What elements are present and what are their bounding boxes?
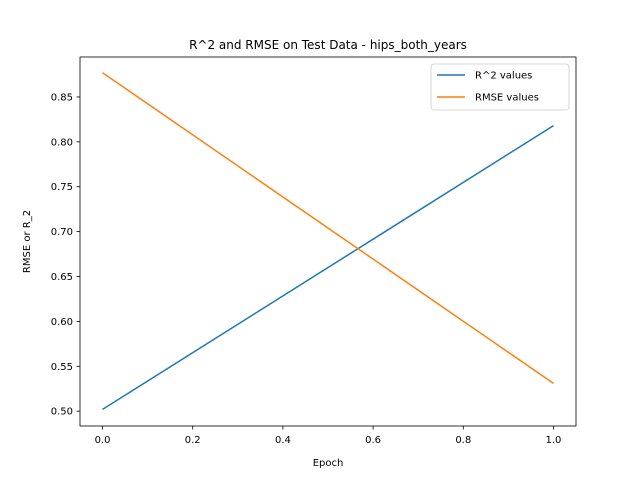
series-line-rmse: [102, 72, 554, 384]
chart-title: R^2 and RMSE on Test Data - hips_both_ye…: [189, 38, 467, 52]
y-tick-label: 0.50: [51, 407, 73, 418]
x-tick-label: 0.6: [365, 435, 381, 446]
x-tick-label: 1.0: [546, 435, 562, 446]
y-tick-label: 0.60: [51, 317, 73, 328]
x-tick-label: 0.0: [95, 435, 111, 446]
y-tick-label: 0.75: [51, 182, 73, 193]
legend-label: R^2 values: [475, 71, 532, 82]
y-axis-label: RMSE or R_2: [22, 210, 33, 273]
y-tick-label: 0.80: [51, 137, 73, 148]
y-tick-label: 0.65: [51, 272, 73, 283]
series-line-r2: [102, 125, 554, 411]
legend: R^2 values RMSE values: [430, 63, 570, 111]
x-tick-label: 0.8: [455, 435, 471, 446]
legend-box: [430, 63, 570, 111]
x-tick-label: 0.4: [275, 435, 291, 446]
x-axis: 0.0 0.2 0.4 0.6 0.8 1.0: [95, 426, 562, 446]
y-tick-label: 0.85: [51, 92, 73, 103]
y-tick-label: 0.70: [51, 227, 73, 238]
y-tick-label: 0.55: [51, 362, 73, 373]
x-axis-label: Epoch: [313, 458, 344, 469]
legend-label: RMSE values: [475, 93, 539, 104]
x-tick-label: 0.2: [185, 435, 201, 446]
plot-frame: [79, 56, 577, 427]
plot-area: [102, 72, 554, 411]
y-axis: 0.50 0.55 0.60 0.65 0.70 0.75 0.80 0.85: [51, 92, 80, 418]
